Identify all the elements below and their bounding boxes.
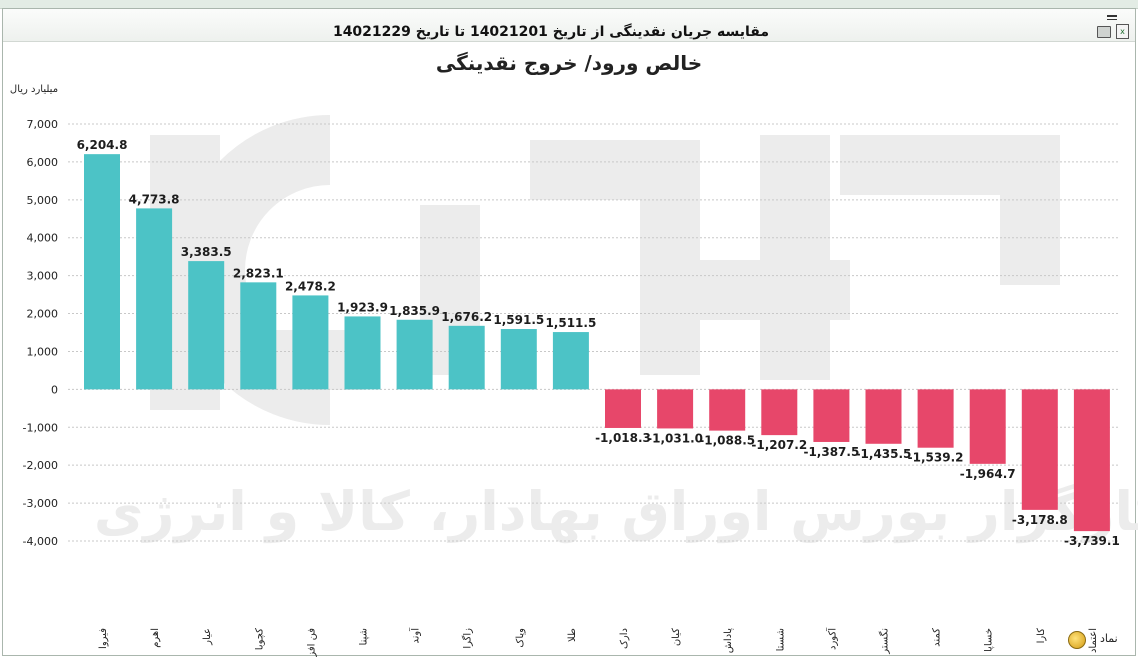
watermark-text: کارگزار بورس اوراق بهادار، کالا و انرژی: [94, 480, 1138, 543]
x-tick-label: کارا: [1036, 628, 1047, 644]
data-label: 2,823.1: [233, 266, 284, 280]
bar-1: [84, 154, 120, 390]
y-tick-label: 0: [51, 383, 58, 396]
bar-4: [240, 282, 277, 390]
bar-8: [448, 325, 485, 390]
data-label: -1,387.5: [803, 445, 859, 459]
watermark-shape: [640, 140, 700, 375]
symbol-filter-icon[interactable]: [1068, 631, 1086, 649]
symbol-axis-label: نماد: [1100, 632, 1118, 645]
data-label: -3,178.8: [1012, 513, 1068, 527]
data-label: -1,031.0: [647, 431, 703, 445]
bar-18: [969, 389, 1006, 464]
data-label: -1,207.2: [751, 438, 807, 452]
bar-10: [552, 332, 589, 390]
x-tick-label: فیروا: [98, 628, 109, 649]
x-tick-label: دارک: [619, 628, 630, 649]
watermark-shape: [1000, 135, 1060, 285]
data-label: 6,204.8: [77, 138, 128, 152]
x-tick-label: عیار: [202, 628, 213, 646]
x-tick-label: نگستر: [879, 628, 891, 655]
data-label: 1,511.5: [545, 316, 596, 330]
bar-19: [1021, 389, 1058, 510]
chart-title: خالص ورود/ خروج نقدینگی: [436, 51, 702, 75]
y-tick-label: -2,000: [23, 459, 58, 472]
x-tick-label: آکورد: [825, 627, 838, 650]
data-label: -1,088.5: [699, 434, 755, 448]
x-tick-label: فن افزار: [306, 628, 317, 657]
watermark-shape: [760, 135, 830, 380]
bar-16: [865, 389, 902, 444]
data-label: 1,835.9: [389, 304, 440, 318]
bar-7: [396, 319, 433, 390]
title-bar: مقایسه جریان نقدینگی از تاریخ 14021201 ت…: [3, 9, 1135, 42]
data-label: -3,739.1: [1064, 534, 1120, 548]
data-label: -1,018.3: [595, 431, 651, 445]
y-tick-label: 6,000: [27, 156, 59, 169]
x-tick-label: اهرم: [150, 628, 161, 648]
bar-2: [136, 208, 173, 390]
y-tick-label: 1,000: [27, 345, 59, 358]
y-tick-label: 5,000: [27, 194, 59, 207]
x-tick-label: کمند: [932, 628, 943, 647]
x-tick-label: کیان: [671, 628, 682, 646]
minimize-icon[interactable]: [1107, 15, 1117, 21]
data-label: 3,383.5: [181, 245, 232, 259]
y-tick-label: 2,000: [27, 308, 59, 321]
y-tick-label: -4,000: [23, 535, 58, 548]
x-tick-label: زاگرا: [462, 628, 474, 649]
bar-13: [709, 389, 746, 431]
bar-14: [761, 389, 798, 436]
bar-12: [657, 389, 694, 429]
excel-export-icon[interactable]: x: [1116, 24, 1129, 39]
data-label: 1,923.9: [337, 300, 388, 314]
watermark-shape: [840, 135, 1030, 195]
data-label: 1,676.2: [441, 310, 492, 324]
window-title: مقایسه جریان نقدینگی از تاریخ 14021201 ت…: [332, 24, 769, 40]
bar-3: [188, 261, 225, 390]
x-tick-label: اعتماد: [1088, 628, 1099, 653]
x-tick-label: خساپا: [984, 628, 995, 652]
y-tick-label: -1,000: [23, 421, 58, 434]
bar-11: [605, 389, 641, 428]
data-label: 4,773.8: [129, 192, 180, 206]
watermark-shape: [530, 140, 640, 200]
print-icon[interactable]: [1097, 26, 1111, 38]
x-tick-label: وپاک: [515, 628, 526, 648]
x-tick-label: پاداش: [723, 628, 734, 653]
y-tick-label: 3,000: [27, 270, 59, 283]
bar-6: [344, 316, 381, 390]
bar-20: [1073, 389, 1110, 532]
x-tick-label: کچوبا: [254, 628, 265, 650]
data-label: 2,478.2: [285, 279, 336, 293]
bar-5: [292, 295, 329, 390]
bar-17: [917, 389, 954, 448]
y-axis-label: میلیارد ریال: [10, 84, 58, 95]
x-tick-label: شستا: [775, 628, 786, 651]
bar-9: [500, 329, 537, 390]
y-tick-label: 4,000: [27, 232, 59, 245]
watermark-shape: [660, 260, 850, 320]
data-label: 1,591.5: [493, 313, 544, 327]
data-label: -1,964.7: [960, 467, 1016, 481]
x-tick-label: آوند: [409, 627, 422, 644]
y-tick-label: -3,000: [23, 497, 58, 510]
y-tick-label: 7,000: [27, 118, 59, 131]
watermark-logo: [150, 115, 1060, 425]
x-tick-label: طلا: [567, 628, 578, 642]
data-label: -1,435.5: [856, 447, 912, 461]
x-tick-label: شپنا: [359, 628, 370, 645]
data-label: -1,539.2: [908, 451, 964, 465]
bar-15: [813, 389, 850, 442]
